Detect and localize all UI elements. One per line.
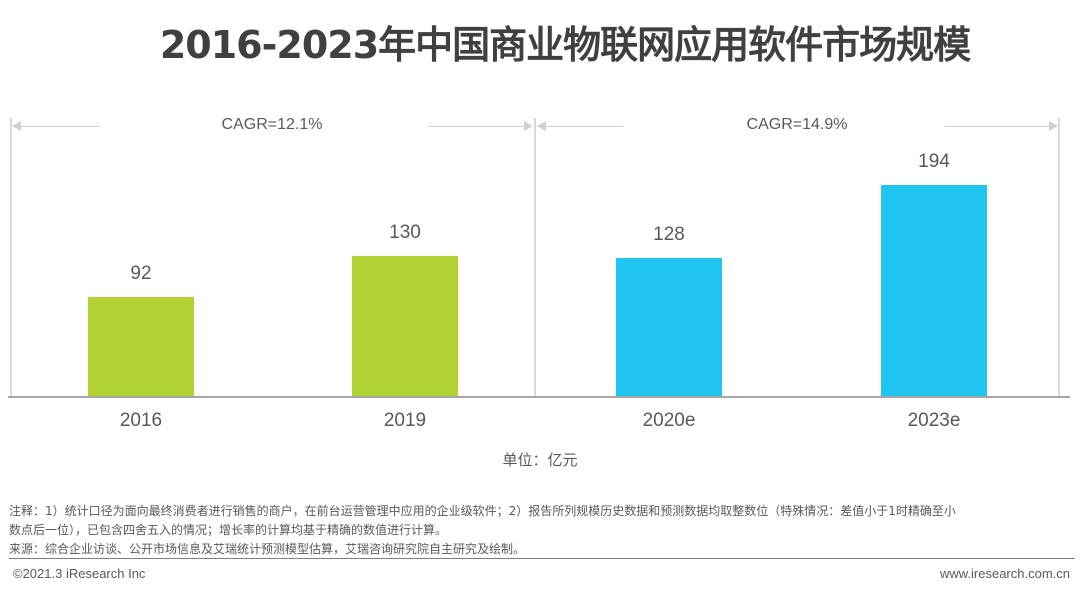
unit-label: 单位：亿元 bbox=[502, 451, 578, 469]
x-tick-2020e: 2020e bbox=[642, 410, 696, 431]
notes-section: 注释：1）统计口径为面向最终消费者进行销售的商户，在前台运营管理中应用的企业级软… bbox=[9, 502, 1074, 559]
cagr-left-label: CAGR=12.1% bbox=[221, 116, 323, 133]
cagr-right-arrow-line-b bbox=[945, 126, 1049, 127]
cagr-left-arrow-line-b bbox=[428, 126, 524, 127]
note-line-2: 数点后一位），已包含四舍五入的情况；增长率的计算均基于精确的数值进行计算。 bbox=[9, 523, 448, 537]
arrow-left-icon bbox=[12, 121, 21, 131]
left-bracket-line bbox=[10, 118, 12, 398]
cagr-right-label: CAGR=14.9% bbox=[746, 116, 848, 133]
website-link[interactable]: www.iresearch.com.cn bbox=[939, 566, 1070, 581]
bar-value-2023e: 194 bbox=[918, 151, 950, 172]
bar-value-2019: 130 bbox=[389, 222, 421, 243]
source-line: 来源：综合企业访谈、公开市场信息及艾瑞统计预测模型估算，艾瑞咨询研究院自主研究及… bbox=[9, 542, 526, 556]
bar-2020e bbox=[616, 258, 722, 397]
footer-divider bbox=[9, 558, 1075, 559]
chart-title: 2016-2023年中国商业物联网应用软件市场规模 bbox=[159, 23, 971, 67]
bar-2019 bbox=[352, 256, 458, 397]
x-tick-2019: 2019 bbox=[383, 410, 427, 431]
bar-value-2016: 92 bbox=[130, 263, 152, 284]
bar-chart: CAGR=12.1% CAGR=14.9% 92 130 128 194 201… bbox=[8, 116, 1070, 431]
arrow-right-icon bbox=[1049, 121, 1058, 131]
right-bracket-line bbox=[1058, 118, 1060, 398]
arrow-right-icon bbox=[524, 121, 533, 131]
bar-value-2020e: 128 bbox=[653, 224, 685, 245]
x-tick-2023e: 2023e bbox=[907, 410, 961, 431]
cagr-right-arrow-line-a bbox=[543, 126, 623, 127]
x-tick-2016: 2016 bbox=[119, 410, 163, 431]
copyright-text: ©2021.3 iResearch Inc bbox=[13, 566, 146, 581]
bar-2016 bbox=[88, 297, 194, 397]
note-line-1: 注释：1）统计口径为面向最终消费者进行销售的商户，在前台运营管理中应用的企业级软… bbox=[9, 504, 956, 518]
bar-2023e bbox=[881, 185, 987, 397]
x-axis-line bbox=[8, 396, 1070, 398]
arrow-left-icon bbox=[537, 121, 546, 131]
middle-divider-line bbox=[534, 118, 536, 398]
cagr-left-arrow-line-a bbox=[18, 126, 100, 127]
